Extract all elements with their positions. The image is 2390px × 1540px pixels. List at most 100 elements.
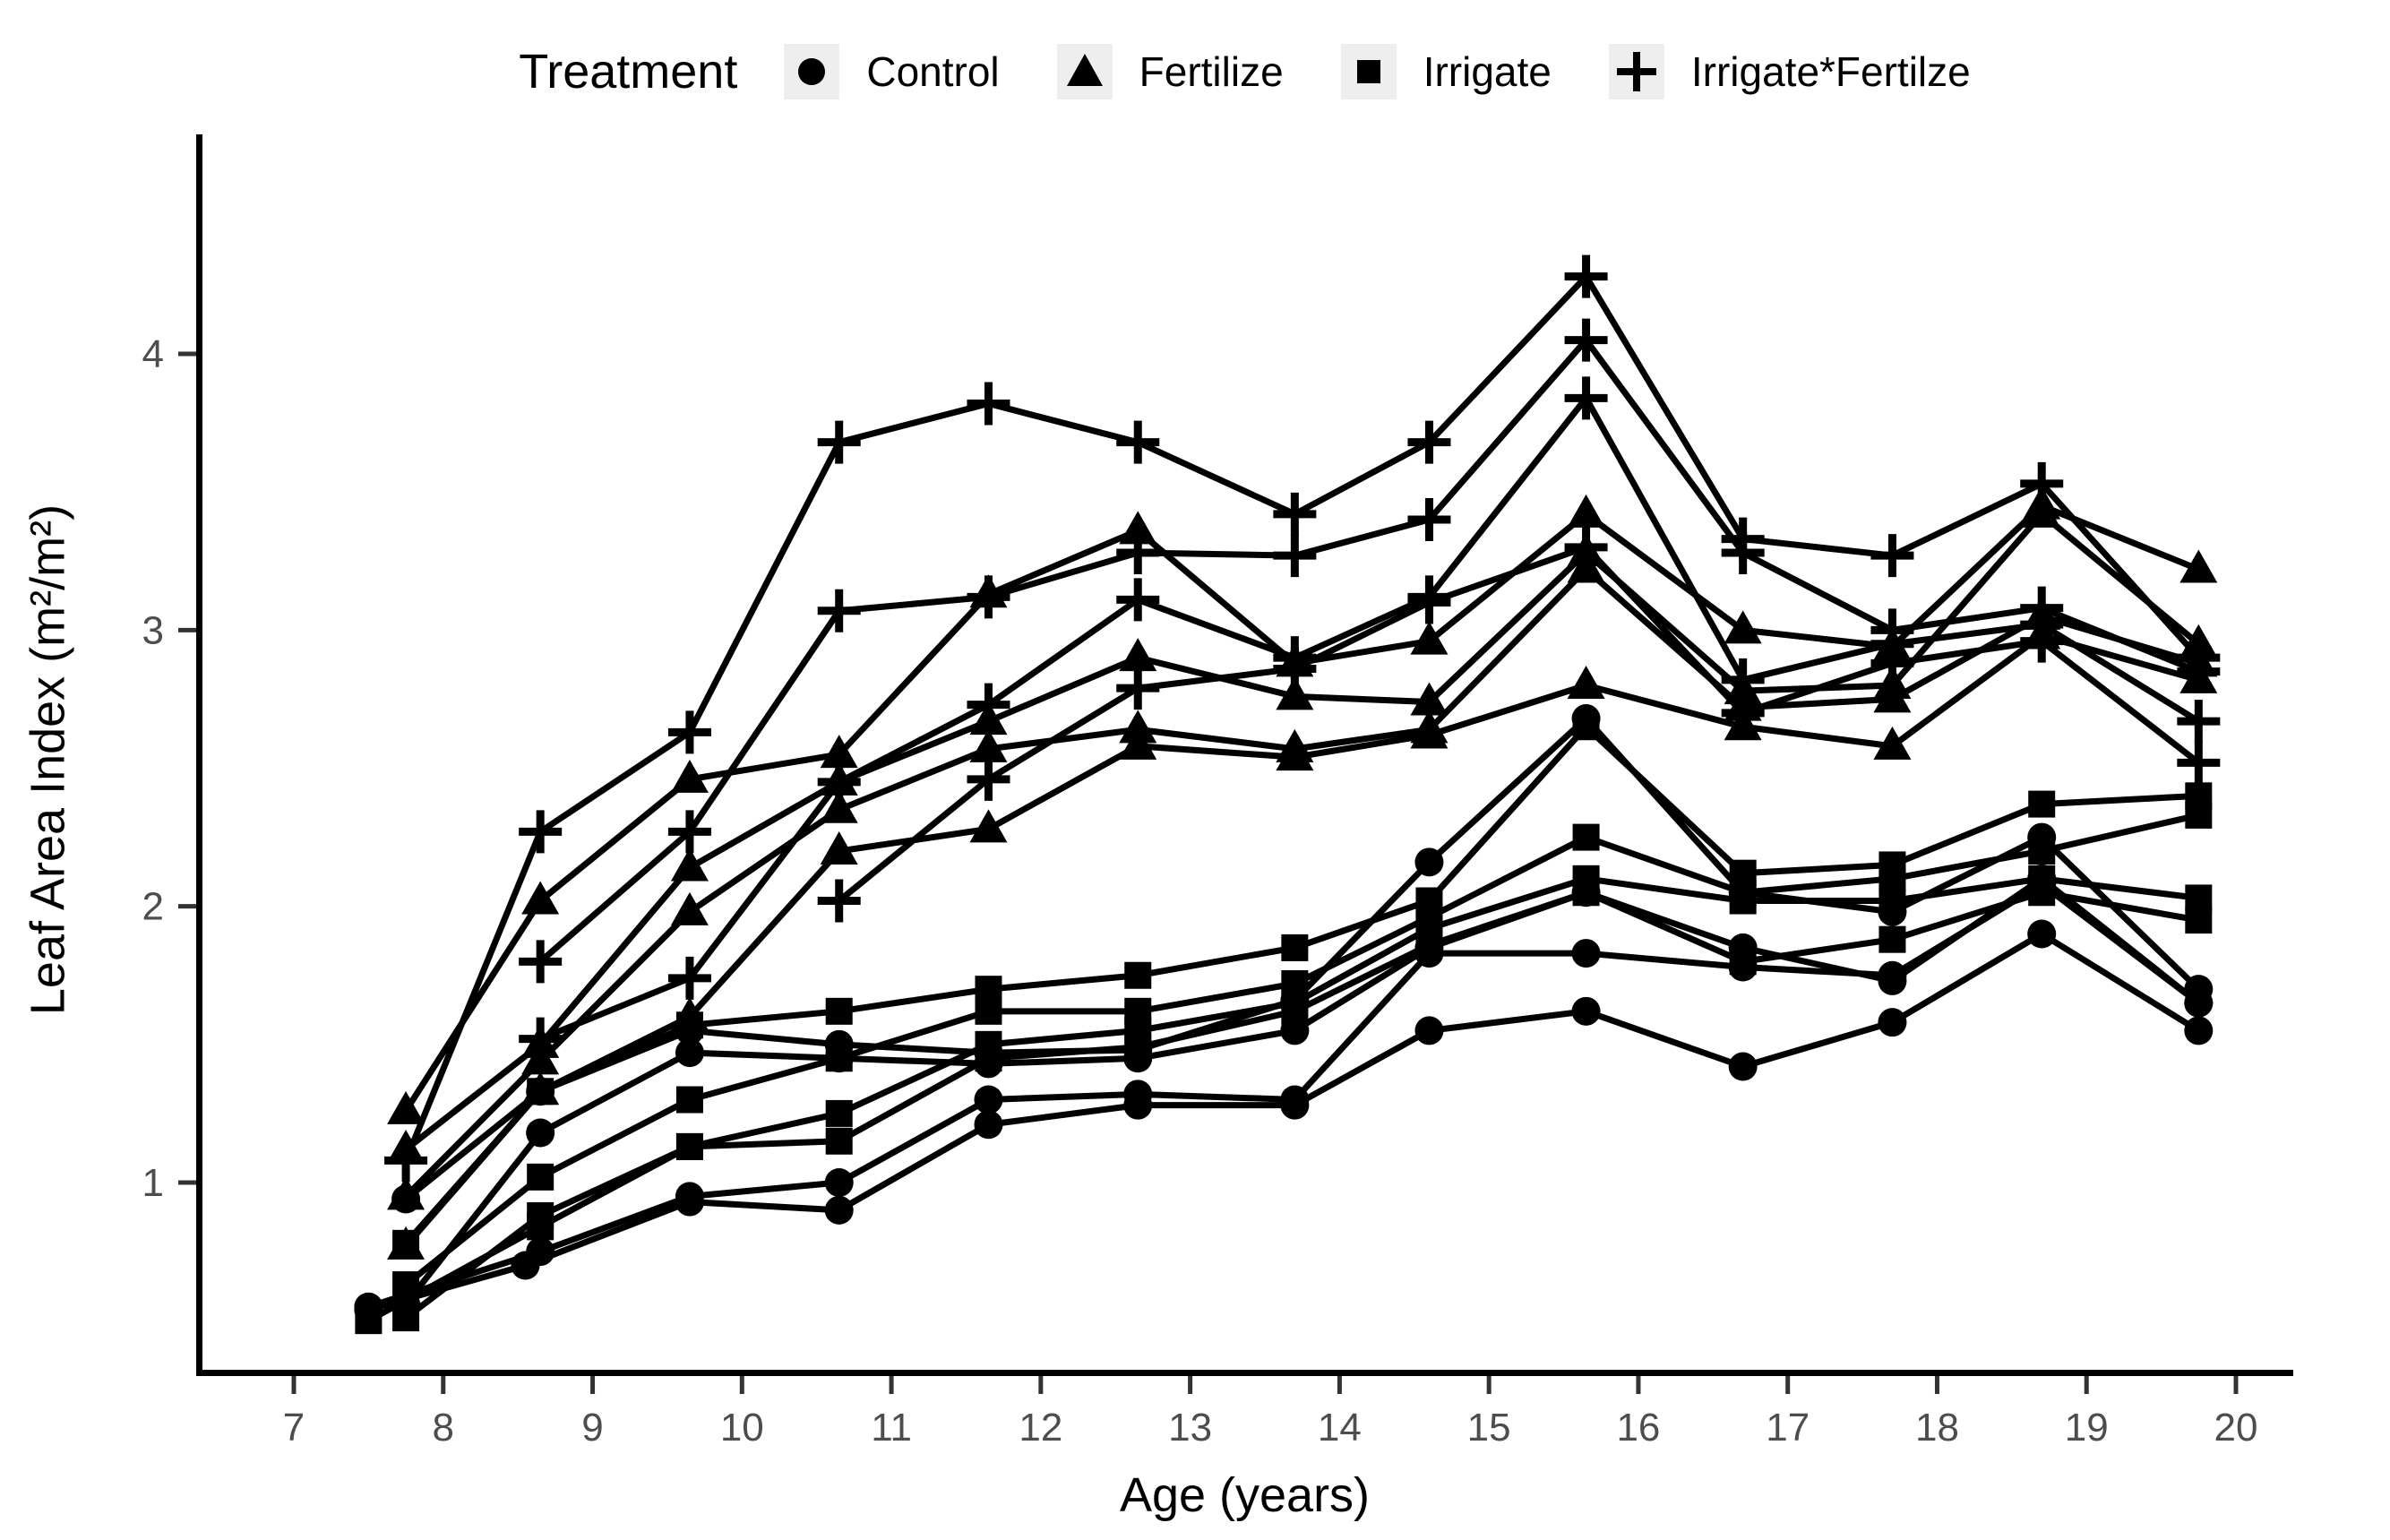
legend-label-irrigate: Irrigate <box>1423 48 1552 95</box>
marker-plus <box>667 810 711 854</box>
marker-triangle <box>1119 726 1157 760</box>
marker-triangle <box>1119 638 1157 672</box>
marker-square <box>392 1304 420 1332</box>
marker-circle <box>2184 988 2214 1018</box>
marker-plus <box>1721 691 1765 735</box>
marker-plus <box>2177 741 2221 785</box>
marker-square <box>1878 887 1906 915</box>
marker-square <box>825 1099 853 1127</box>
marker-square <box>2028 838 2056 865</box>
marker-square <box>1878 925 1906 953</box>
marker-square <box>1281 933 1309 961</box>
x-tick-label: 12 <box>1019 1406 1062 1450</box>
marker-triangle <box>1567 494 1605 528</box>
marker-plus <box>1564 525 1608 569</box>
marker-triangle <box>670 847 709 882</box>
series-line-irrigate-fertilze <box>837 543 2201 904</box>
marker-plus <box>1564 376 1608 420</box>
marker-circle <box>675 1187 704 1217</box>
marker-plus <box>817 589 861 632</box>
marker-plus <box>2020 619 2064 663</box>
marker-plus <box>519 1017 563 1061</box>
marker-triangle <box>2023 494 2061 528</box>
marker-triangle <box>1567 666 1605 700</box>
marker-plus <box>1564 318 1608 362</box>
marker-circle <box>824 1168 854 1197</box>
marker-square <box>2185 907 2213 934</box>
x-tick-label: 17 <box>1766 1406 1810 1450</box>
legend-key-control <box>784 44 840 99</box>
y-axis-title: Leaf Area Index (m²/m²) <box>21 503 75 1016</box>
legend-item-irrigate-fertilze: Irrigate*Fertilze <box>1608 44 1971 99</box>
marker-triangle <box>387 1176 426 1210</box>
marker-circle <box>675 1038 704 1068</box>
marker-square <box>1572 713 1600 741</box>
marker-plus <box>1273 492 1317 536</box>
marker-square <box>975 997 1002 1025</box>
marker-circle <box>1878 1008 1907 1037</box>
marker-square <box>825 997 853 1025</box>
legend-item-control: Control <box>784 44 1000 99</box>
legend-label-fertilize: Fertilize <box>1139 48 1284 95</box>
marker-circle <box>1571 996 1601 1026</box>
marker-plus <box>667 710 711 754</box>
marker-circle <box>1728 1052 1758 1081</box>
marker-plus <box>1273 647 1317 691</box>
marker-square <box>527 1213 555 1241</box>
marker-plus <box>967 683 1010 727</box>
marker-plus <box>1870 534 1914 578</box>
marker-square <box>527 1078 555 1106</box>
marker-square <box>675 1132 703 1160</box>
marker-square <box>675 1011 703 1039</box>
marker-square <box>2185 801 2213 829</box>
marker-square <box>2028 879 2056 907</box>
marker-plus <box>2020 461 2064 505</box>
marker-square <box>825 1045 853 1072</box>
marker-triangle <box>1873 679 1912 713</box>
x-tick-label: 18 <box>1915 1406 1959 1450</box>
marker-triangle <box>670 759 709 793</box>
marker-circle <box>511 1251 540 1280</box>
x-tick-label: 8 <box>433 1406 454 1450</box>
marker-triangle <box>1724 610 1762 644</box>
marker-plus <box>1116 531 1160 575</box>
series-line-irrigate-fertilze <box>537 335 2200 964</box>
marker-square <box>392 1229 420 1257</box>
marker-square <box>1729 948 1757 976</box>
marker-square <box>1572 823 1600 851</box>
x-tick-label: 16 <box>1616 1406 1660 1450</box>
marker-plus <box>1721 531 1765 575</box>
marker-circle <box>1280 1090 1310 1120</box>
legend-title: Treatment <box>519 45 738 99</box>
plus-icon <box>1616 52 1656 91</box>
x-axis-title: Age (years) <box>1119 1468 1371 1522</box>
marker-plus <box>2177 700 2221 744</box>
marker-plus <box>817 420 861 464</box>
marker-plus <box>967 382 1010 426</box>
marker-square <box>1729 887 1757 915</box>
marker-triangle <box>1276 737 1314 771</box>
circle-icon <box>798 58 826 85</box>
marker-triangle <box>1276 676 1314 710</box>
marker-plus <box>1273 534 1317 578</box>
marker-plus <box>667 956 711 1000</box>
marker-triangle <box>969 728 1008 762</box>
marker-triangle <box>521 881 560 915</box>
x-tick-label: 13 <box>1168 1406 1212 1450</box>
marker-plus <box>1116 578 1160 622</box>
marker-triangle <box>1410 682 1449 716</box>
x-tick-label: 11 <box>871 1406 912 1450</box>
legend-key-irrigate-fertilze <box>1608 44 1664 99</box>
marker-triangle <box>969 809 1008 843</box>
marker-triangle <box>387 1090 426 1124</box>
marker-circle <box>1414 1016 1444 1045</box>
marker-circle <box>2184 1016 2214 1045</box>
marker-triangle <box>820 735 858 769</box>
marker-plus <box>1564 254 1608 298</box>
y-tick-label: 3 <box>142 608 164 652</box>
marker-plus <box>519 940 563 984</box>
legend: Treatment Control Fertilize <box>196 27 2293 116</box>
y-tick-label: 4 <box>142 332 164 376</box>
marker-triangle <box>1873 726 1912 760</box>
